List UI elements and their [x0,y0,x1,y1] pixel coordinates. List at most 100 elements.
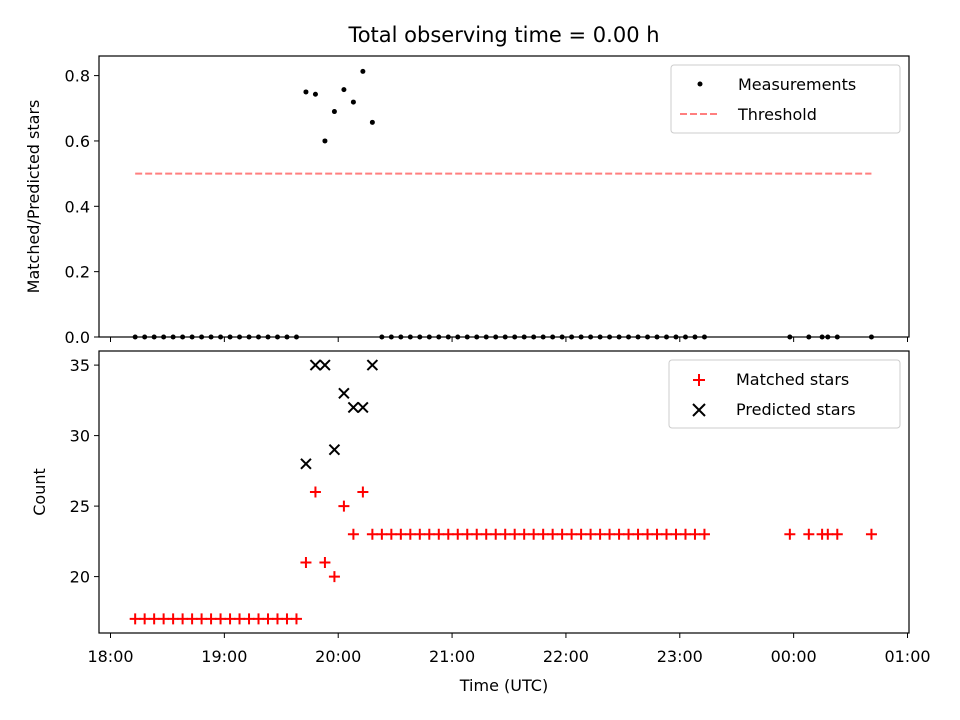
matched-star-point [205,613,217,625]
measurement-point [341,87,347,93]
top-y-tick-label: 0.4 [65,197,90,216]
predicted-star-point [300,458,312,470]
matched-star-point [831,528,843,540]
matched-star-point [271,613,283,625]
matched-star-point [395,528,407,540]
matched-star-point [442,528,454,540]
matched-star-point [670,528,682,540]
bottom-legend: Matched stars Predicted stars [668,359,901,429]
legend-label-matched-stars: Matched stars [736,370,849,389]
bottom-legend-frame [668,359,901,429]
bottom-y-tick-label: 25 [70,497,90,516]
measurement-point [369,119,375,125]
legend-label-threshold: Threshold [737,105,817,124]
matched-star-point [594,528,606,540]
predicted-star-point [357,401,369,414]
matched-star-point [177,613,189,625]
matched-star-point [822,528,834,540]
chart-title: Total observing time = 0.00 h [347,23,659,47]
predicted-star-point [338,387,350,400]
matched-star-point [385,528,397,540]
measurement-point [360,68,366,74]
matched-star-point [613,528,625,540]
bottom-axes-frame [98,350,910,634]
x-tick-label: 21:00 [429,647,475,666]
matched-star-point [253,613,265,625]
matched-star-point [319,557,331,568]
top-y-tick-label: 0.8 [65,67,90,86]
x-tick-label: 18:00 [87,647,133,666]
matched-star-point [328,571,340,583]
matched-star-point [404,528,416,540]
bottom-panel: 20 25 30 35 18:00 19:00 20:00 21:00 22:00 23:00 00… [30,350,931,695]
top-y-tick-label: 0.2 [65,263,90,282]
matched-star-point [651,528,663,540]
matched-star-point [632,528,644,540]
matched-star-point [186,613,198,625]
matched-star-point [865,528,877,540]
measurement-point [322,138,328,144]
matched-star-point [556,528,568,540]
matched-star-point [480,528,492,540]
top-axes-frame [98,55,910,338]
matched-star-point [338,500,350,512]
x-tick-label: 01:00 [884,647,930,666]
legend-marker-matched-stars [693,374,705,386]
matched-star-point [698,528,710,540]
x-tick-label: 00:00 [771,647,817,666]
predicted-star-point [319,359,331,371]
matched-star-point [803,528,815,540]
matched-star-point [547,528,559,540]
matched-star-point [518,528,530,540]
predicted-star-point [309,359,322,371]
matched-star-point [689,528,701,540]
matched-star-point [604,528,616,540]
measurement-point [303,89,309,95]
legend-marker-predicted-stars [692,403,706,417]
matched-star-point [509,528,521,540]
matched-star-point [490,528,502,540]
matched-star-point [575,528,587,540]
top-axis: 0.0 0.2 0.4 0.6 0.8 [65,67,908,347]
measurement-point [331,109,337,115]
predicted-star-point [366,359,379,371]
matched-star-point [414,528,426,540]
matched-star-point [357,486,369,498]
legend-label-measurements: Measurements [738,75,856,94]
legend-label-predicted-stars: Predicted stars [736,400,856,419]
matched-star-point [262,613,274,625]
top-y-tick-label: 0.6 [65,132,90,151]
matched-star-point [623,528,635,540]
x-tick-label: 22:00 [543,647,589,666]
matched-star-point [281,613,293,625]
matched-star-point [196,613,208,625]
matched-star-point [224,613,236,625]
matched-star-point [461,528,473,540]
matched-star-point [471,528,483,540]
predicted-star-point [347,401,360,414]
matched-star-point [129,613,141,625]
predicted-star-point [328,443,341,456]
matched-star-point [452,528,464,540]
matched-star-point [290,613,302,625]
x-axis-label: Time (UTC) [459,676,548,695]
matched-star-point [661,528,672,540]
bottom-y-tick-label: 20 [70,568,90,587]
x-tick-label: 19:00 [201,647,247,666]
bottom-axis: 20 25 30 35 18:00 19:00 20:00 21:00 22:00 23:00 00… [70,356,931,666]
matched-star-point [423,528,435,540]
matched-star-point [537,528,549,540]
matched-star-point [433,528,445,540]
bottom-y-tick-label: 35 [70,356,90,375]
bottom-y-tick-label: 30 [70,427,90,446]
top-y-axis-label: Matched/Predicted stars [24,100,43,294]
x-tick-label: 23:00 [657,647,703,666]
x-tick-label: 20:00 [315,647,361,666]
matched-star-point [158,613,170,625]
top-panel: 0.00.20.40.60.8 Matched/Predicted stars … [24,55,910,347]
matched-star-point [139,613,151,625]
matched-star-point [300,557,312,568]
bottom-marks [129,359,877,625]
matched-star-point [566,528,578,540]
